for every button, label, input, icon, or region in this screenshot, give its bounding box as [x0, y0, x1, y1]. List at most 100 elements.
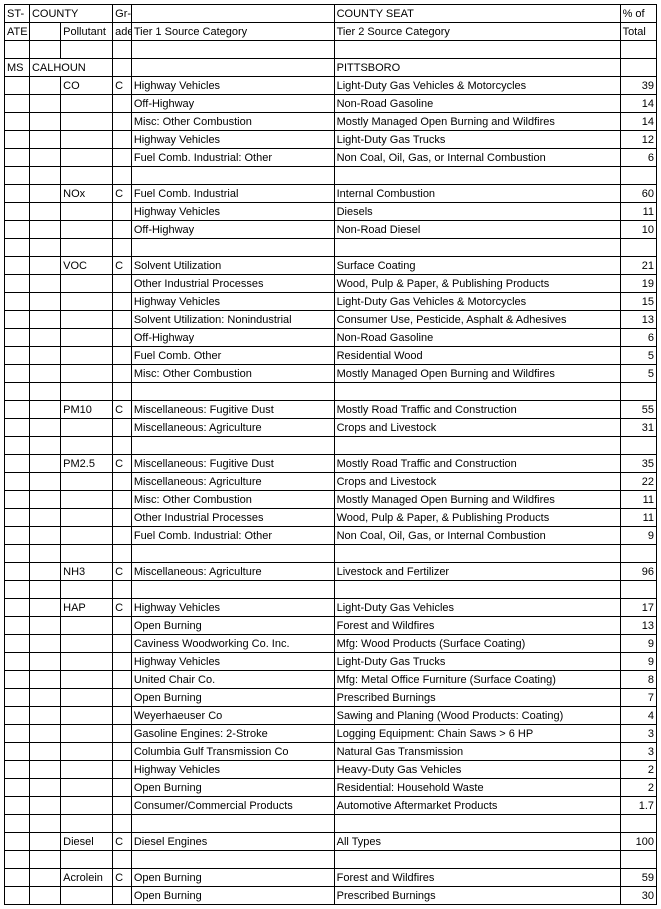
cell-tier2: Light-Duty Gas Vehicles: [334, 599, 620, 617]
cell-state: [5, 95, 30, 113]
cell-tier1: Fuel Comb. Industrial: [131, 185, 334, 203]
cell-county: [29, 635, 60, 653]
cell-state: [5, 455, 30, 473]
cell-grade: [113, 437, 132, 455]
cell-state: [5, 545, 30, 563]
table-row: Fuel Comb. Industrial: OtherNon Coal, Oi…: [5, 149, 657, 167]
cell-pct: 100: [620, 833, 656, 851]
cell-state: [5, 869, 30, 887]
cell-pct: 21: [620, 257, 656, 275]
cell-grade: C: [113, 401, 132, 419]
cell-tier2: [334, 383, 620, 401]
cell-grade: [113, 797, 132, 815]
cell-state: [5, 383, 30, 401]
cell-county: [29, 653, 60, 671]
cell-grade: [113, 41, 132, 59]
cell-pct: 30: [620, 887, 656, 905]
cell-pct: [620, 41, 656, 59]
cell-tier1: Fuel Comb. Industrial: Other: [131, 527, 334, 545]
cell-state: [5, 707, 30, 725]
cell-tier1: Open Burning: [131, 617, 334, 635]
table-row: [5, 815, 657, 833]
cell-tier1: Highway Vehicles: [131, 77, 334, 95]
table-row: [5, 383, 657, 401]
table-row: [5, 41, 657, 59]
table-row: [5, 851, 657, 869]
cell-tier2: Mfg: Metal Office Furniture (Surface Coa…: [334, 671, 620, 689]
cell-tier2: Prescribed Burnings: [334, 689, 620, 707]
cell-grade: [113, 293, 132, 311]
cell-pct: 55: [620, 401, 656, 419]
cell-tier2: [334, 41, 620, 59]
cell-grade: [113, 509, 132, 527]
cell-state: [5, 293, 30, 311]
cell-state: [5, 473, 30, 491]
cell-pct: 1.7: [620, 797, 656, 815]
cell-grade: [113, 545, 132, 563]
cell-tier1: Highway Vehicles: [131, 599, 334, 617]
header-county-seat: COUNTY SEAT: [334, 5, 620, 23]
cell-grade: [113, 59, 132, 77]
cell-grade: [113, 203, 132, 221]
cell-county: [29, 347, 60, 365]
cell-county: [29, 617, 60, 635]
cell-state: [5, 617, 30, 635]
cell-grade: [113, 851, 132, 869]
cell-tier2: Mostly Managed Open Burning and Wildfire…: [334, 113, 620, 131]
cell-pollutant: [61, 383, 113, 401]
header-tier1: Tier 1 Source Category: [131, 23, 334, 41]
cell-pollutant: [61, 779, 113, 797]
cell-grade: C: [113, 455, 132, 473]
cell-tier1: Misc: Other Combustion: [131, 113, 334, 131]
cell-tier1: Consumer/Commercial Products: [131, 797, 334, 815]
cell-county: [29, 257, 60, 275]
cell-pollutant: [61, 41, 113, 59]
cell-pollutant: [61, 311, 113, 329]
cell-tier1: Caviness Woodworking Co. Inc.: [131, 635, 334, 653]
cell-grade: [113, 581, 132, 599]
cell-pct: [620, 851, 656, 869]
cell-grade: C: [113, 185, 132, 203]
cell-state: [5, 437, 30, 455]
cell-pct: 5: [620, 347, 656, 365]
cell-grade: [113, 635, 132, 653]
header-pollutant: Pollutant: [61, 23, 113, 41]
cell-tier2: Wood, Pulp & Paper, & Publishing Product…: [334, 509, 620, 527]
cell-pollutant: VOC: [61, 257, 113, 275]
cell-tier2: Consumer Use, Pesticide, Asphalt & Adhes…: [334, 311, 620, 329]
header-grade: Gr-: [113, 5, 132, 23]
table-row: Off-HighwayNon-Road Gasoline6: [5, 329, 657, 347]
cell-state: [5, 527, 30, 545]
cell-tier1: [131, 41, 334, 59]
cell-county: [29, 419, 60, 437]
cell-county: [29, 851, 60, 869]
cell-grade: [113, 815, 132, 833]
cell-tier2: [334, 545, 620, 563]
cell-state: [5, 563, 30, 581]
cell-county: [29, 761, 60, 779]
cell-state: [5, 401, 30, 419]
cell-grade: [113, 779, 132, 797]
cell-tier1: [131, 581, 334, 599]
cell-tier2: Mfg: Wood Products (Surface Coating): [334, 635, 620, 653]
cell-grade: [113, 239, 132, 257]
cell-tier1: Miscellaneous: Agriculture: [131, 563, 334, 581]
cell-county: [29, 689, 60, 707]
table-row: VOCCSolvent UtilizationSurface Coating21: [5, 257, 657, 275]
cell-pollutant: [61, 347, 113, 365]
cell-tier2: Logging Equipment: Chain Saws > 6 HP: [334, 725, 620, 743]
cell-pct: 6: [620, 329, 656, 347]
cell-pct: [620, 581, 656, 599]
table-row: Fuel Comb. Industrial: OtherNon Coal, Oi…: [5, 527, 657, 545]
cell-tier1: Miscellaneous: Fugitive Dust: [131, 455, 334, 473]
cell-pct: 6: [620, 149, 656, 167]
cell-county: [29, 725, 60, 743]
cell-pct: 9: [620, 653, 656, 671]
cell-pct: 7: [620, 689, 656, 707]
cell-state: [5, 419, 30, 437]
cell-tier2: Mostly Road Traffic and Construction: [334, 455, 620, 473]
cell-pct: 14: [620, 95, 656, 113]
cell-pct: 9: [620, 527, 656, 545]
cell-state: [5, 689, 30, 707]
cell-pct: 13: [620, 311, 656, 329]
